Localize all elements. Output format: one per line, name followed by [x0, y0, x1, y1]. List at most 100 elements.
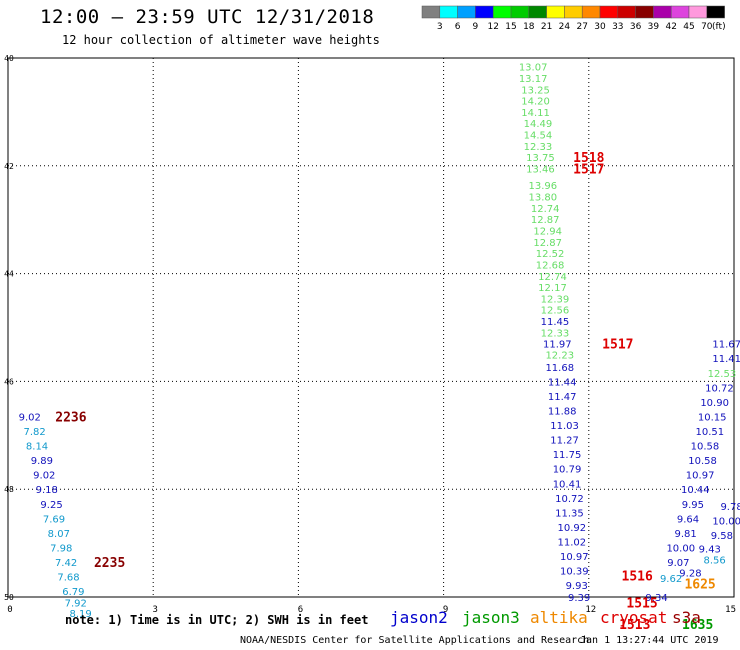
swh-value-label: 11.35 [555, 508, 584, 519]
swh-value-label: 13.17 [519, 74, 548, 85]
y-tick-label: 40 [4, 54, 14, 63]
mission-cryosat: cryosat [600, 608, 668, 627]
swh-value-label: 12.94 [533, 226, 562, 237]
legend-swatch [564, 5, 583, 19]
y-tick-label: 42 [4, 162, 14, 171]
footer-note: note: 1) Time is in UTC; 2) SWH is in fe… [65, 613, 369, 627]
legend-swatch [492, 5, 512, 19]
swh-value-label: 14.20 [521, 97, 550, 108]
y-tick-label: 48 [4, 485, 14, 494]
swh-value-label: 11.03 [550, 421, 579, 432]
swh-value-label: 10.79 [553, 465, 582, 476]
swh-value-label: 14.49 [524, 119, 553, 130]
legend-swatch [581, 5, 601, 19]
swh-value-label: 9.43 [699, 544, 721, 555]
swh-value-label: 13.80 [528, 193, 557, 204]
swh-value-label: 12.68 [536, 260, 565, 271]
swh-value-label: 12.87 [531, 215, 560, 226]
swh-value-label: 12.87 [533, 238, 562, 249]
legend-bin-label: 45 [683, 22, 694, 32]
utc-time-label: 1517 [602, 338, 633, 353]
legend-swatch [653, 5, 672, 19]
swh-value-label: 13.25 [521, 85, 550, 96]
swh-value-label: 9.28 [679, 569, 701, 580]
axis-ticks: 0 3 6 9 12 15 40 42 44 46 48 50 [4, 54, 736, 615]
legend-swatch [635, 5, 654, 19]
swh-value-label: 7.68 [57, 573, 79, 584]
swh-value-label: 9.34 [645, 593, 667, 604]
legend-bin-label: 39 [648, 22, 660, 32]
swh-value-label: 11.44 [548, 377, 577, 388]
x-tick-label: 9 [443, 605, 448, 615]
mission-s3a: s3a [672, 608, 701, 627]
swh-value-label: 11.27 [550, 436, 579, 447]
utc-time-label: 1513 [619, 618, 650, 633]
swh-value-label: 9.78 [720, 502, 740, 513]
swh-value-label: 10.39 [560, 567, 589, 578]
swh-value-label: 9.93 [566, 581, 588, 592]
mission-jason2: jason2 [390, 608, 448, 627]
swh-value-label: 10.00 [666, 543, 695, 554]
y-tick-label: 44 [4, 270, 14, 279]
legend-bin-label: 15 [505, 22, 516, 32]
legend-unit: (ft) [712, 22, 726, 32]
legend-bin-label: 9 [473, 22, 479, 32]
legend-swatch [546, 5, 565, 19]
swh-value-label: 11.47 [548, 392, 577, 403]
swh-value-label: 9.07 [667, 558, 689, 569]
swh-value-label: 12.39 [541, 294, 570, 305]
utc-time-label: 1635 [682, 618, 713, 633]
swh-value-label: 9.64 [677, 514, 699, 525]
swh-value-label: 13.46 [526, 164, 555, 175]
legend-swatch [421, 5, 441, 19]
swh-value-label: 10.44 [681, 485, 710, 496]
swh-value-label: 7.69 [43, 514, 65, 525]
swh-value-label: 10.00 [712, 516, 740, 527]
swh-value-label: 9.18 [36, 485, 58, 496]
legend-swatch [457, 5, 476, 19]
swh-value-label: 7.42 [55, 558, 77, 569]
swh-value-label: 12.33 [541, 328, 570, 339]
swh-value-label: 9.58 [711, 531, 733, 542]
legend-swatch [688, 5, 708, 19]
swh-value-label: 11.45 [541, 317, 570, 328]
swh-value-label: 9.81 [674, 529, 696, 540]
legend-swatch [706, 5, 725, 19]
x-tick-label: 6 [298, 605, 303, 615]
swh-value-label: 10.41 [553, 479, 582, 490]
swh-value-label: 11.88 [548, 407, 577, 418]
swh-value-label: 9.39 [568, 593, 590, 604]
utc-time-label: 1516 [622, 569, 653, 584]
swh-value-label: 9.62 [660, 574, 682, 585]
swh-value-label: 8.56 [704, 555, 726, 566]
mission-altika: altika [530, 608, 588, 627]
swh-value-label: 9.02 [19, 412, 41, 423]
chart-subtitle: 12 hour collection of altimeter wave hei… [62, 33, 380, 47]
grid [7, 57, 735, 598]
utc-time-label: 2235 [94, 556, 125, 571]
y-tick-label: 50 [4, 593, 14, 602]
legend-swatch [599, 5, 619, 19]
swh-value-label: 11.41 [712, 354, 740, 365]
swh-value-label: 13.96 [528, 181, 557, 192]
swh-value-label: 11.67 [712, 340, 740, 351]
swh-value-label: 10.72 [555, 494, 584, 505]
swh-value-label: 12.56 [541, 306, 570, 317]
swh-value-label: 10.72 [705, 383, 734, 394]
swh-value-label: 12.53 [708, 369, 737, 380]
swh-value-label: 11.68 [545, 363, 574, 374]
data-points: 13.0713.1713.2514.2014.1114.4914.5412.33… [19, 63, 740, 621]
swh-value-label: 9.25 [40, 500, 62, 511]
legend-bin-label: 33 [612, 22, 623, 32]
x-tick-label: 15 [725, 605, 736, 615]
legend-bin-label: 12 [487, 22, 498, 32]
chart-title: 12:00 – 23:59 UTC 12/31/2018 [40, 6, 375, 28]
swh-value-label: 11.75 [553, 450, 582, 461]
swh-value-label: 12.33 [524, 142, 553, 153]
swh-value-label: 11.97 [543, 340, 572, 351]
swh-value-label: 9.89 [31, 456, 53, 467]
swh-value-label: 12.17 [538, 283, 567, 294]
x-tick-label: 12 [585, 605, 596, 615]
